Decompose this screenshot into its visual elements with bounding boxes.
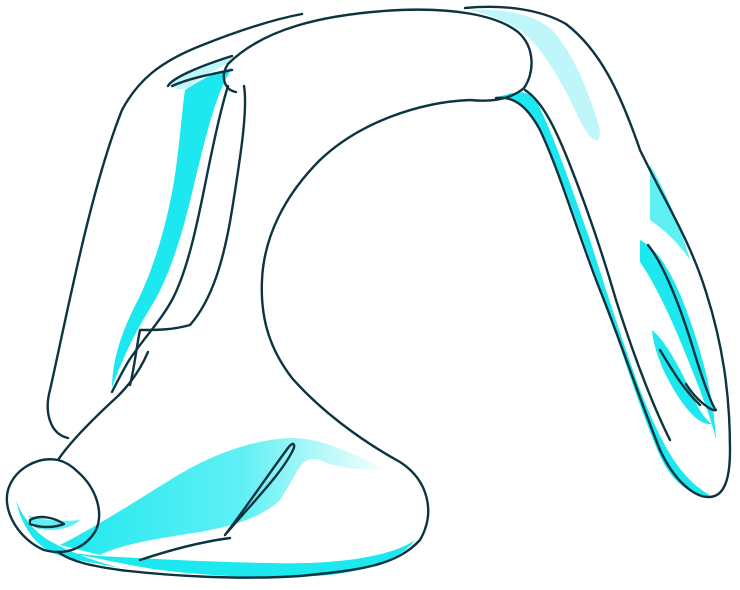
palm-shading [16,438,415,578]
hand-outline [5,5,732,579]
top-finger [15,9,532,578]
right-finger [460,7,730,498]
